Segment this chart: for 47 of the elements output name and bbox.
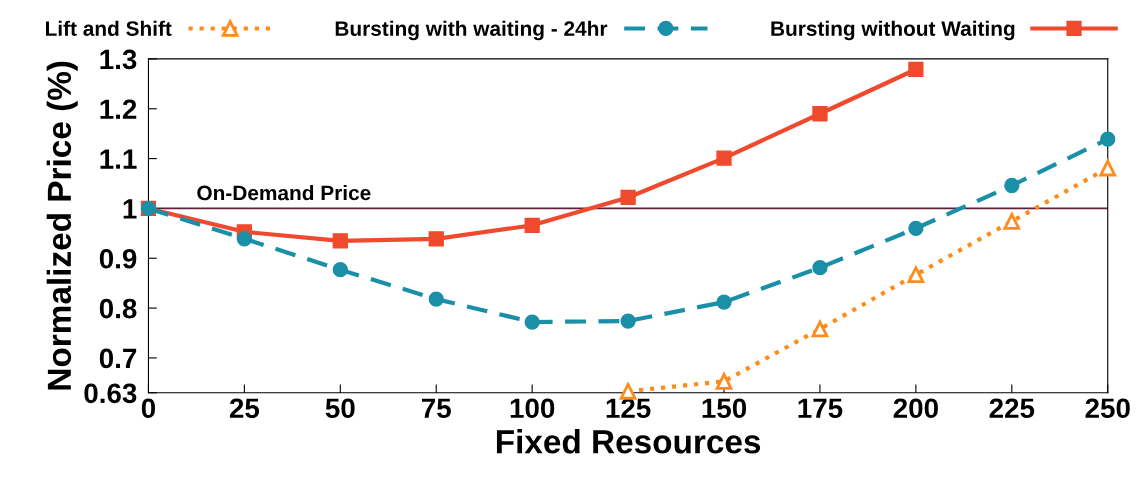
point	[1100, 131, 1116, 147]
x-tick-label: 50	[325, 398, 355, 419]
point	[811, 320, 829, 338]
y-tick-label: 1.3	[100, 49, 137, 70]
point	[236, 231, 253, 247]
x-tick-label: 150	[702, 398, 747, 419]
point	[524, 217, 540, 234]
point	[716, 150, 732, 166]
point	[524, 314, 540, 330]
legend-label: Bursting without Waiting	[771, 20, 1015, 41]
x-axis-title: Fixed Resources	[496, 429, 761, 454]
point	[812, 260, 828, 276]
y-tick-label: 0.63	[84, 383, 137, 404]
y-tick-label: 1.1	[100, 149, 137, 169]
x-tick-label: 100	[510, 398, 555, 419]
x-tick-label: 125	[606, 398, 651, 419]
legend-label: Lift and Shift	[45, 20, 172, 36]
point	[907, 266, 925, 284]
point	[716, 294, 732, 310]
x-tick-label: 25	[229, 398, 260, 419]
x-tick-label: 225	[989, 398, 1035, 419]
y-tick-label: 0.8	[99, 298, 137, 319]
point	[620, 313, 636, 329]
y-tick-label: 1	[123, 199, 137, 219]
point	[1003, 213, 1021, 230]
x-tick-label: 250	[1085, 398, 1130, 419]
point	[332, 262, 348, 278]
legend-label: Bursting with waiting - 24hr	[335, 20, 608, 41]
x-tick-label: 200	[893, 398, 938, 419]
point	[812, 106, 828, 122]
point	[428, 291, 444, 307]
point	[908, 220, 924, 236]
y-tick-label: 0.9	[99, 248, 137, 269]
point	[908, 61, 924, 78]
point	[332, 233, 348, 249]
x-tick-label: 175	[798, 398, 843, 419]
x-tick-label: 0	[141, 398, 156, 419]
point	[1004, 177, 1020, 194]
point	[620, 189, 636, 206]
y-axis-title: Normalized Price (%)	[46, 61, 78, 390]
point	[715, 373, 733, 390]
point	[1099, 159, 1117, 177]
ref-line-label: On-Demand Price	[197, 185, 371, 201]
y-tick-label: 1.2	[100, 99, 137, 119]
point	[428, 231, 444, 247]
y-tick-label: 0.7	[99, 348, 137, 369]
x-tick-label: 75	[421, 398, 451, 419]
